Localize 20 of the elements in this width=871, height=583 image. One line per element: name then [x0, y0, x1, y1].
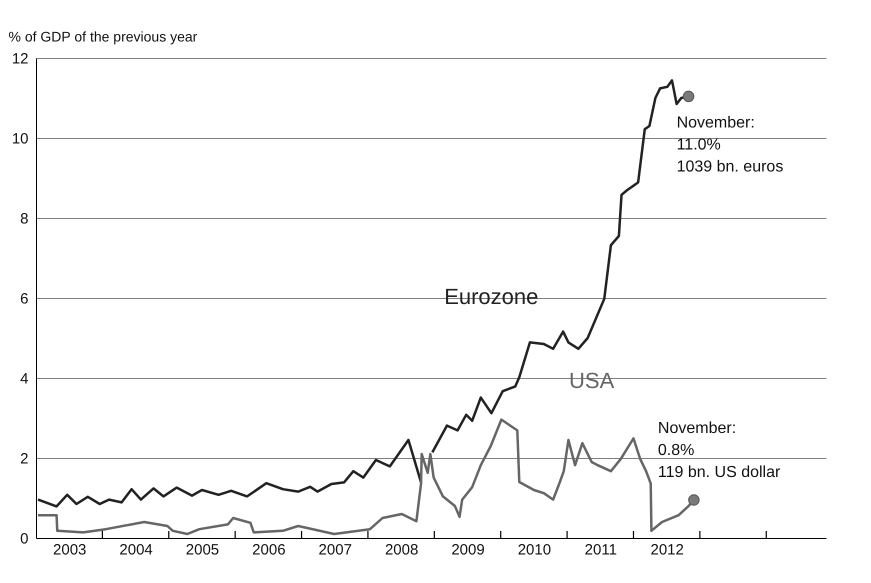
y-tick-label: 0 — [20, 530, 28, 548]
x-tick-label: 2008 — [384, 542, 418, 558]
y-tick-label: 6 — [20, 290, 28, 308]
annotation: November: 0.8% 119 bn. US dollar — [658, 420, 782, 481]
x-tick-label: 2004 — [119, 542, 153, 558]
y-tick-label: 12 — [12, 50, 28, 68]
x-tick-label: 2010 — [518, 542, 552, 558]
y-tick-label: 8 — [20, 210, 28, 228]
x-tick-label: 2005 — [186, 542, 220, 558]
y-tick-label: 4 — [20, 370, 28, 388]
y-tick-label: 2 — [20, 450, 28, 468]
x-tick-label: 2009 — [451, 542, 485, 558]
x-tick-label: 2011 — [584, 542, 617, 558]
x-tick-label: 2003 — [53, 542, 86, 558]
x-tick-label: 2006 — [252, 542, 286, 558]
y-tick-label: 10 — [12, 130, 28, 148]
x-tick-label: 2007 — [318, 542, 352, 558]
x-tick-label: 2012 — [650, 542, 684, 558]
y-axis-title: % of GDP of the previous year — [8, 28, 198, 44]
annotation: November: 11.0% 1039 bn. euros — [676, 114, 784, 176]
